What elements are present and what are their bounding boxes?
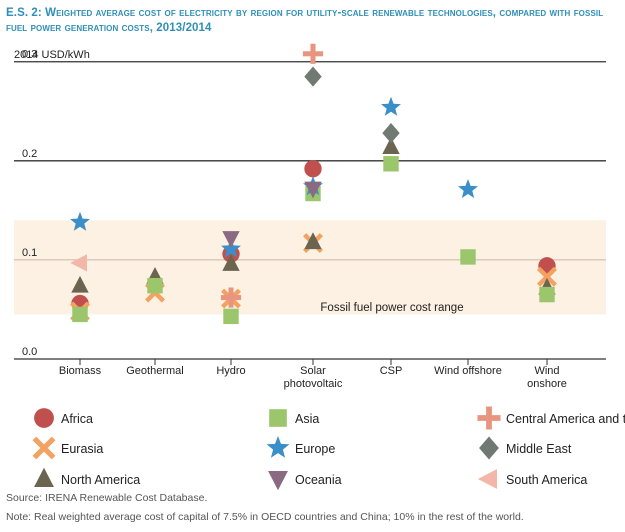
- legend-marker: [477, 406, 501, 430]
- legend-marker: [34, 467, 54, 487]
- y-tick-label: 0.1: [22, 247, 37, 259]
- source-note: Source: IRENA Renewable Cost Database.: [6, 492, 208, 504]
- legend-label: North America: [61, 473, 140, 487]
- point-africa: [304, 160, 322, 178]
- legend-marker: [479, 436, 499, 460]
- point-central-america-and-the-caribbean: [302, 43, 324, 64]
- x-tick-label: Hydro: [216, 365, 245, 377]
- band-label: Fossil fuel power cost range: [320, 302, 463, 314]
- fossil-cost-band: [14, 220, 606, 315]
- legend-label: South America: [506, 473, 587, 487]
- x-tick-label: Geothermal: [126, 365, 183, 377]
- legend-label: Asia: [295, 412, 319, 426]
- legend-label: Eurasia: [61, 442, 103, 456]
- legend-marker: [269, 409, 287, 427]
- chart-title: E.S. 2: Weighted average cost of electri…: [6, 6, 618, 36]
- legend-marker: [266, 436, 290, 458]
- legend-label: Africa: [61, 412, 93, 426]
- y-tick-label: 0.3: [22, 49, 37, 61]
- point-europe: [221, 238, 241, 258]
- x-tick-label: Wind: [534, 365, 559, 377]
- point-south-america: [70, 254, 87, 272]
- y-tick-label: 0.2: [22, 148, 37, 160]
- legend-marker: [268, 471, 288, 491]
- point-asia: [147, 277, 163, 294]
- point-north-america: [304, 232, 322, 250]
- legend-marker: [34, 408, 54, 428]
- point-central-america-and-the-caribbean: [220, 287, 242, 308]
- legend-label: Middle East: [506, 442, 572, 456]
- legend-marker: [477, 469, 497, 489]
- point-asia: [383, 156, 399, 172]
- x-tick-label: onshore: [527, 378, 567, 390]
- point-middle-east: [382, 122, 400, 144]
- point-europe: [70, 211, 90, 231]
- point-asia: [539, 286, 555, 303]
- point-north-america: [222, 254, 240, 271]
- point-eurasia: [537, 266, 557, 287]
- legend-label: Oceania: [295, 473, 342, 487]
- legend-marker: [32, 436, 56, 460]
- point-oceania: [304, 181, 322, 199]
- point-europe: [458, 179, 478, 198]
- x-tick-label: Wind offshore: [434, 365, 502, 377]
- point-north-america: [382, 137, 400, 154]
- point-europe: [381, 96, 401, 116]
- x-tick-label: photovoltaic: [284, 378, 343, 390]
- point-asia: [460, 249, 476, 265]
- point-north-america: [71, 275, 89, 293]
- point-asia: [72, 306, 88, 323]
- point-oceania: [222, 231, 240, 248]
- legend-label: Central America and the Caribbean: [506, 412, 625, 426]
- point-middle-east: [304, 66, 322, 87]
- title-prefix: E.S. 2:: [6, 7, 42, 19]
- legend-label: Europe: [295, 442, 335, 456]
- x-tick-label: CSP: [380, 365, 403, 377]
- y-axis-label: 2014 USD/kWh: [14, 49, 90, 61]
- x-tick-label: Biomass: [59, 365, 102, 377]
- point-asia: [223, 308, 239, 325]
- title-text: Weighted average cost of electricity by …: [6, 7, 604, 34]
- footnote: Note: Real weighted average cost of capi…: [6, 511, 524, 523]
- x-tick-label: Solar: [300, 365, 326, 377]
- y-tick-label: 0.0: [22, 346, 37, 358]
